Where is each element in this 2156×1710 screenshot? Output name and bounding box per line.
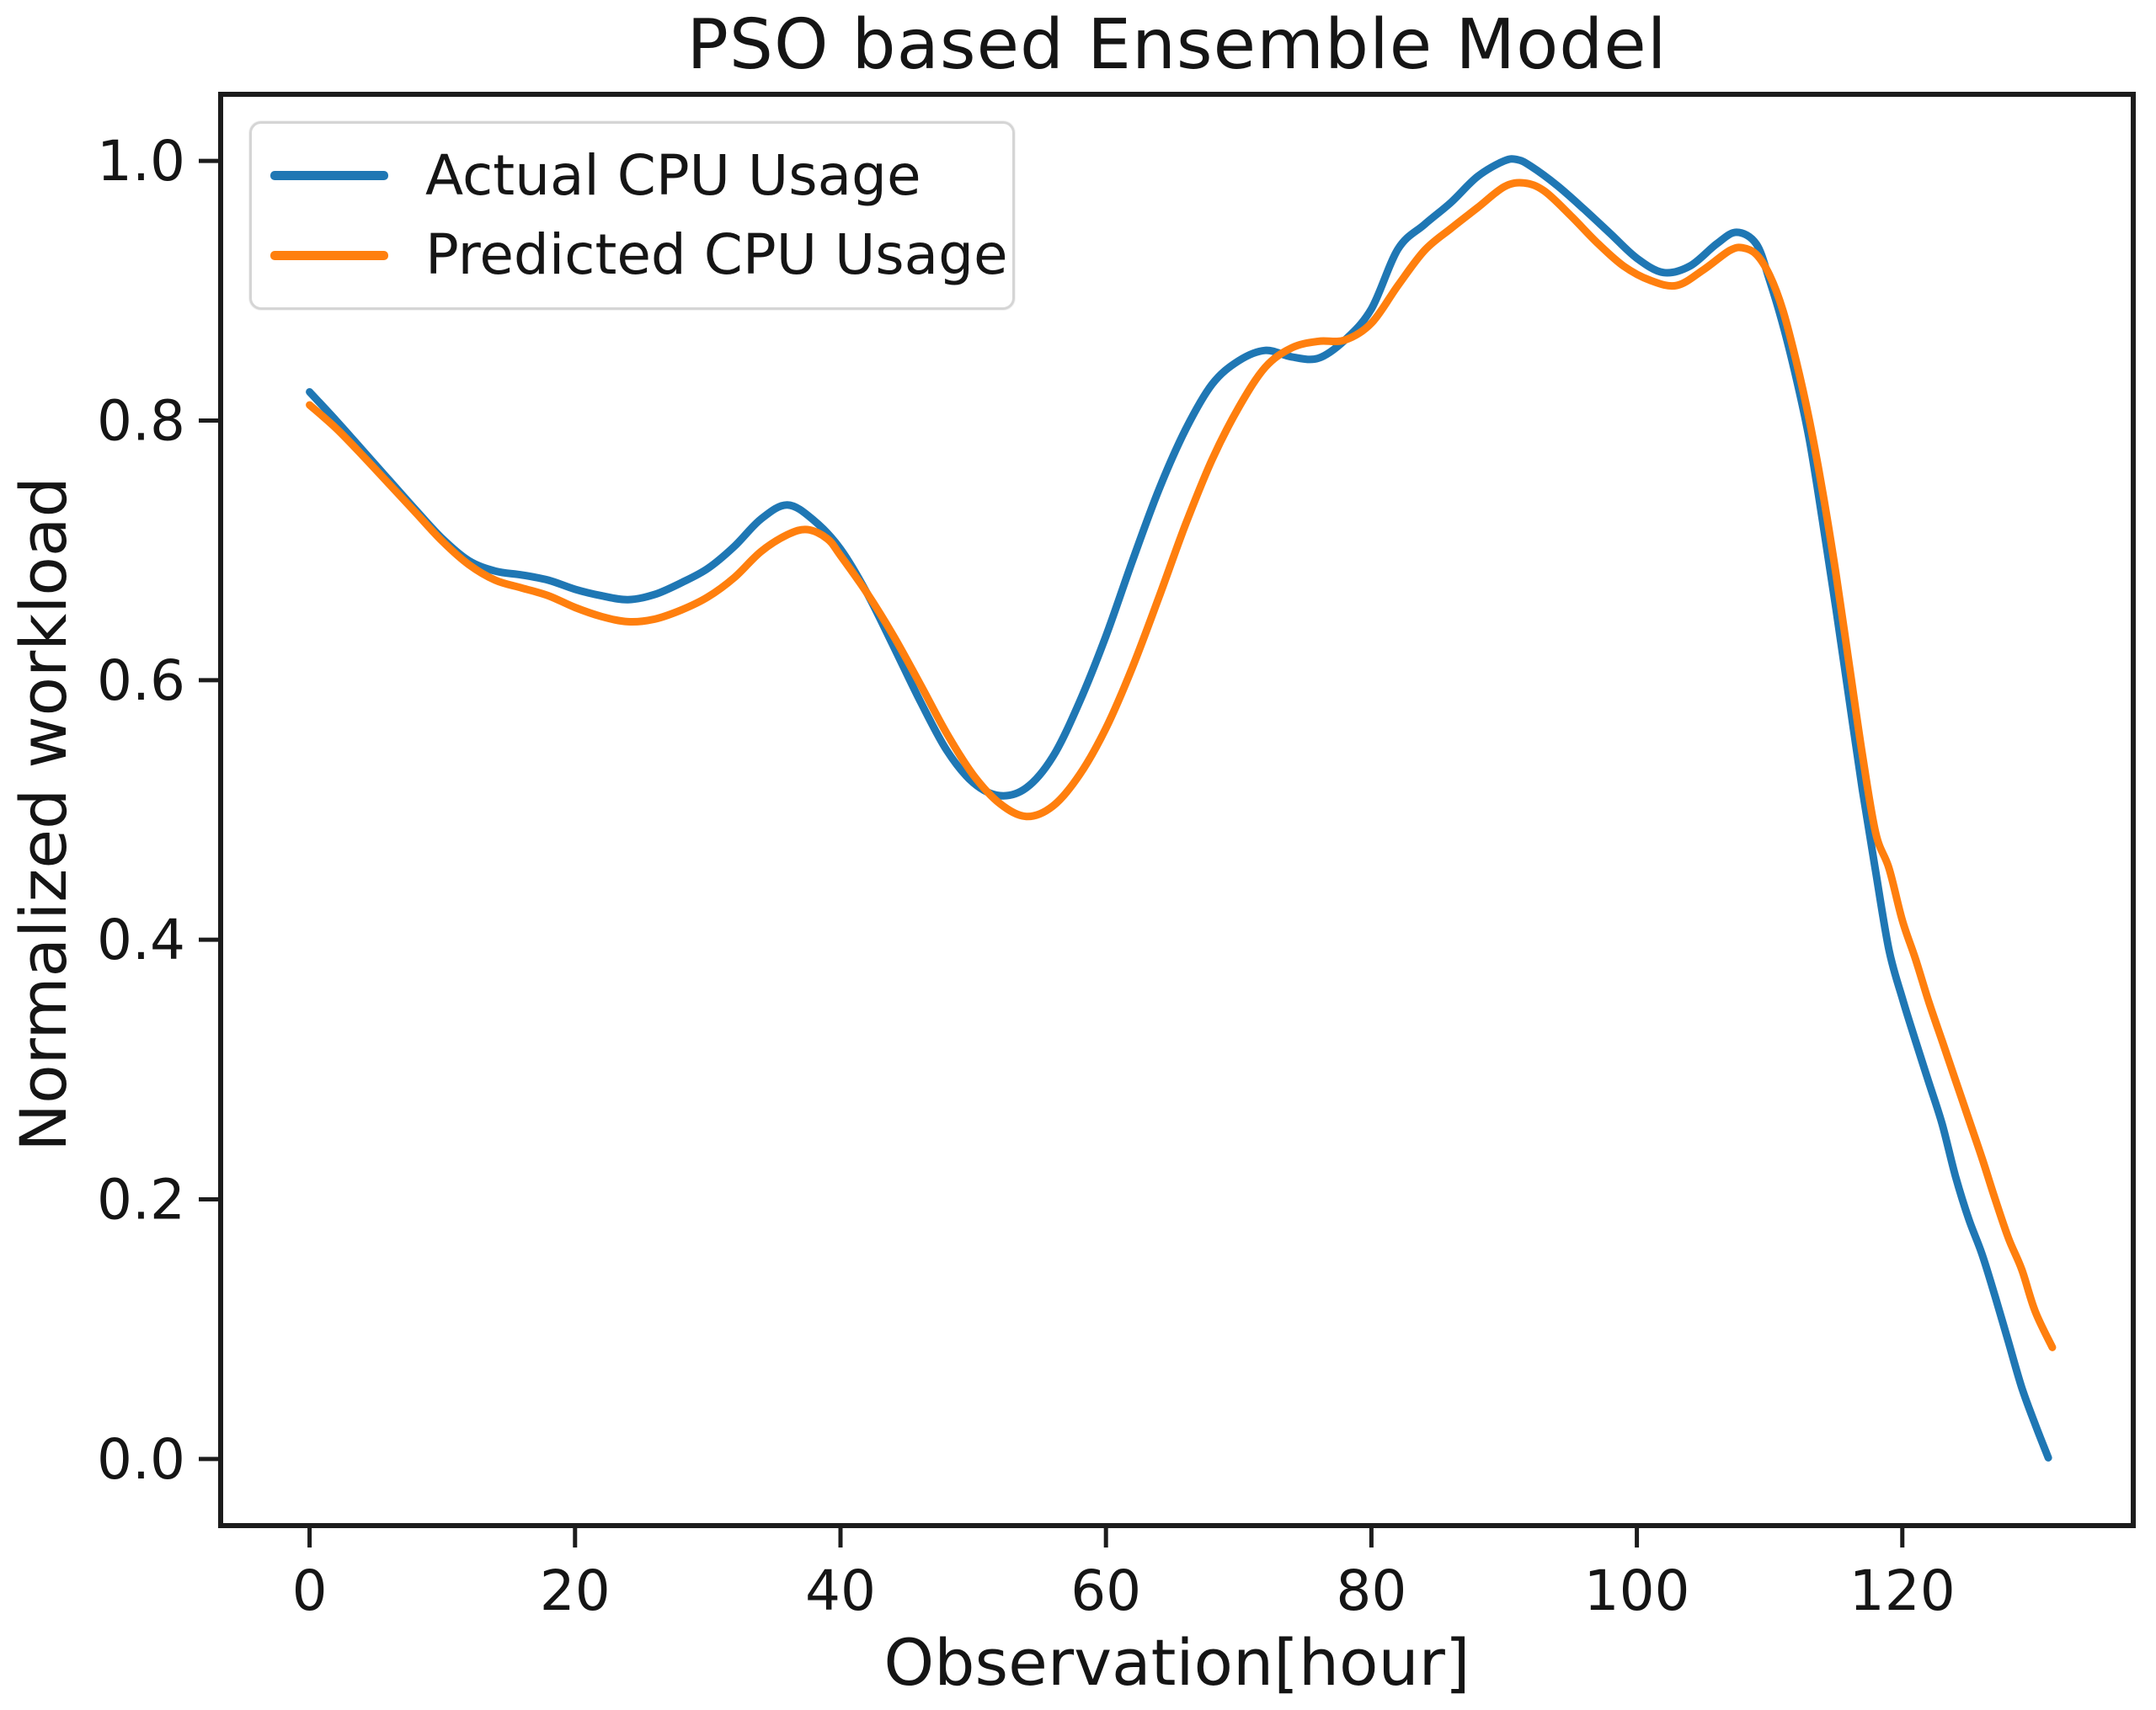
predicted-cpu-usage-line [306,178,2057,1351]
x-tick-label: 100 [1584,1558,1690,1623]
x-tick-label: 0 [292,1558,328,1623]
y-tick-label: 0.4 [97,908,185,972]
y-tick-label: 0.8 [97,388,185,453]
y-tick-label: 0.6 [97,648,185,713]
actual-cpu-usage-line [306,155,2052,1462]
x-tick-label: 120 [1849,1558,1956,1623]
chart-title: PSO based Ensemble Model [686,5,1668,85]
axes-frame [218,92,2136,1528]
y-tick-label: 0.2 [97,1168,185,1233]
x-tick-label: 20 [540,1558,611,1623]
x-tick-label: 80 [1336,1558,1406,1623]
legend-label-actual: Actual CPU Usage [425,142,921,208]
x-axis-label: Observation[hour] [883,1625,1470,1700]
y-tick-label: 0.0 [97,1427,185,1492]
x-tick-label: 60 [1070,1558,1141,1623]
legend: Actual CPU Usage Predicted CPU Usage [249,121,1015,310]
legend-item-actual: Actual CPU Usage [270,142,1012,208]
y-axis-label: Normalized workload [6,477,81,1152]
x-tick-label: 40 [805,1558,876,1623]
predicted-line-swatch [270,250,388,260]
actual-line-swatch [270,171,388,181]
y-tick-label: 1.0 [97,129,185,194]
legend-label-predicted: Predicted CPU Usage [425,222,1008,288]
legend-item-predicted: Predicted CPU Usage [270,227,1012,283]
